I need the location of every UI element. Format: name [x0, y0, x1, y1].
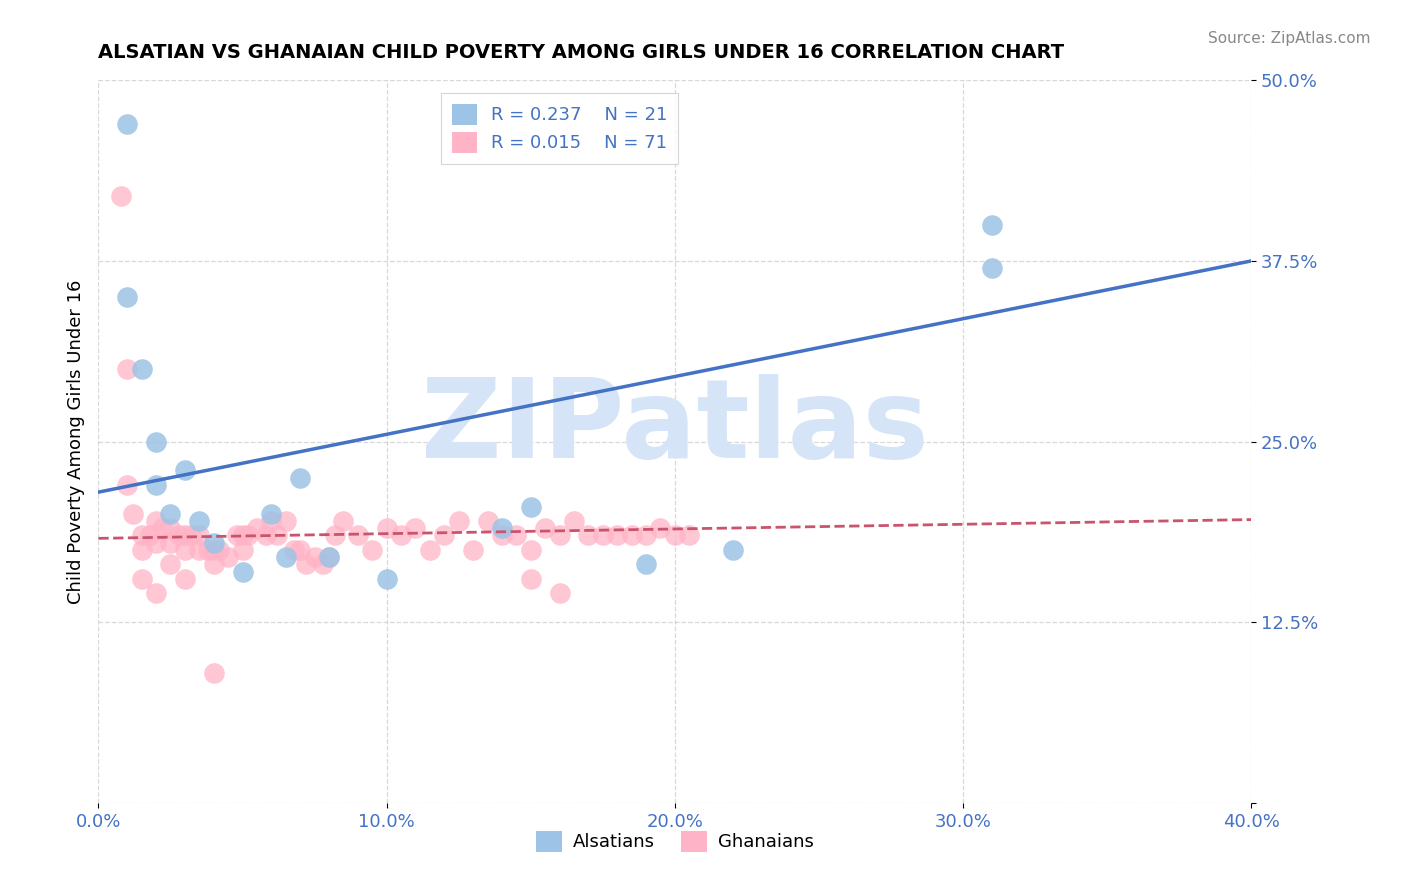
- Point: [274, 514, 297, 528]
- Point: [110, 189, 132, 203]
- Point: [505, 528, 527, 542]
- Point: [520, 572, 543, 586]
- Point: [295, 558, 318, 572]
- Point: [122, 507, 145, 521]
- Point: [405, 521, 427, 535]
- Point: [375, 521, 398, 535]
- Point: [202, 665, 225, 680]
- Point: [562, 514, 585, 528]
- Point: [225, 528, 247, 542]
- Point: [188, 528, 211, 542]
- Point: [491, 521, 513, 535]
- Point: [318, 550, 340, 565]
- Point: [578, 528, 600, 542]
- Point: [592, 528, 614, 542]
- Point: [254, 528, 277, 542]
- Point: [145, 514, 167, 528]
- Point: [231, 528, 254, 542]
- Point: [318, 550, 340, 565]
- Legend: Alsatians, Ghanaians: Alsatians, Ghanaians: [529, 823, 821, 859]
- Point: [117, 290, 139, 304]
- Point: [520, 500, 543, 514]
- Point: [290, 542, 312, 557]
- Point: [145, 478, 167, 492]
- Text: ALSATIAN VS GHANAIAN CHILD POVERTY AMONG GIRLS UNDER 16 CORRELATION CHART: ALSATIAN VS GHANAIAN CHILD POVERTY AMONG…: [98, 43, 1064, 62]
- Point: [131, 572, 153, 586]
- Point: [131, 528, 153, 542]
- Point: [260, 514, 283, 528]
- Point: [145, 434, 167, 449]
- Point: [159, 507, 181, 521]
- Point: [678, 528, 700, 542]
- Point: [477, 514, 499, 528]
- Point: [636, 528, 658, 542]
- Point: [202, 542, 225, 557]
- Point: [117, 362, 139, 376]
- Point: [131, 362, 153, 376]
- Point: [159, 535, 181, 549]
- Point: [620, 528, 643, 542]
- Point: [389, 528, 412, 542]
- Point: [346, 528, 368, 542]
- Point: [721, 542, 744, 557]
- Point: [650, 521, 672, 535]
- Point: [167, 528, 190, 542]
- Point: [188, 514, 211, 528]
- Point: [217, 550, 239, 565]
- Point: [174, 528, 197, 542]
- Point: [981, 261, 1004, 276]
- Point: [266, 528, 288, 542]
- Point: [636, 558, 658, 572]
- Text: Source: ZipAtlas.com: Source: ZipAtlas.com: [1208, 31, 1371, 46]
- Point: [290, 470, 312, 484]
- Point: [491, 528, 513, 542]
- Point: [304, 550, 326, 565]
- Point: [131, 542, 153, 557]
- Point: [145, 586, 167, 600]
- Point: [534, 521, 557, 535]
- Point: [231, 565, 254, 579]
- Point: [520, 542, 543, 557]
- Text: ZIPatlas: ZIPatlas: [420, 374, 929, 481]
- Point: [145, 535, 167, 549]
- Point: [174, 542, 197, 557]
- Point: [117, 117, 139, 131]
- Point: [159, 521, 181, 535]
- Point: [139, 528, 162, 542]
- Point: [361, 542, 384, 557]
- Point: [447, 514, 470, 528]
- Point: [312, 558, 335, 572]
- Point: [323, 528, 346, 542]
- Point: [664, 528, 686, 542]
- Point: [274, 550, 297, 565]
- Point: [419, 542, 441, 557]
- Point: [117, 478, 139, 492]
- Point: [231, 542, 254, 557]
- Point: [606, 528, 628, 542]
- Point: [246, 521, 269, 535]
- Point: [260, 507, 283, 521]
- Point: [174, 572, 197, 586]
- Point: [238, 528, 260, 542]
- Point: [461, 542, 484, 557]
- Point: [332, 514, 354, 528]
- Point: [150, 521, 173, 535]
- Point: [208, 542, 231, 557]
- Point: [202, 558, 225, 572]
- Point: [188, 542, 211, 557]
- Y-axis label: Child Poverty Among Girls Under 16: Child Poverty Among Girls Under 16: [66, 279, 84, 604]
- Point: [180, 528, 202, 542]
- Point: [375, 572, 398, 586]
- Point: [283, 542, 305, 557]
- Point: [174, 463, 197, 477]
- Point: [197, 542, 219, 557]
- Point: [981, 218, 1004, 232]
- Point: [433, 528, 456, 542]
- Point: [159, 558, 181, 572]
- Point: [548, 586, 571, 600]
- Point: [548, 528, 571, 542]
- Point: [202, 535, 225, 549]
